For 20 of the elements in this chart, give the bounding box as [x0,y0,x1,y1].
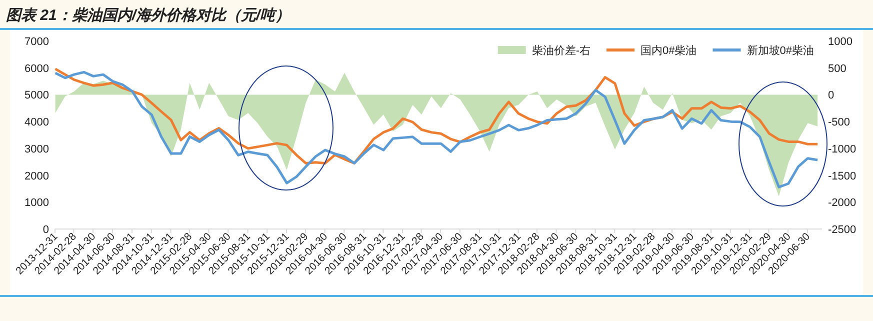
y-tick-label: 6000 [24,62,49,75]
legend-label: 新加坡0#柴油 [746,44,814,57]
legend-label: 柴油价差-右 [532,44,590,57]
y2-tick-label: 0 [828,90,834,102]
y-tick-label: 5000 [24,90,49,102]
y-tick-label: 1000 [24,197,49,210]
legend-label: 国内0#柴油 [640,44,697,57]
y2-tick-label: -500 [828,116,850,129]
y-tick-label: 0 [42,224,49,236]
y2-tick-label: -2500 [828,224,856,236]
y2-tick-label: 500 [828,62,846,75]
y-tick-label: 2000 [24,170,49,182]
chart-title: 图表 21：柴油国内/海外价格对比（元/吨） [6,7,290,24]
y-tick-label: 4000 [24,116,49,129]
y2-tick-label: -1500 [828,170,856,182]
y-tick-label: 3000 [24,143,49,156]
y-tick-label: 7000 [24,36,49,48]
y2-tick-label: -1000 [828,143,856,156]
y2-tick-label: -2000 [828,197,856,210]
y2-tick-label: 1000 [828,36,852,48]
